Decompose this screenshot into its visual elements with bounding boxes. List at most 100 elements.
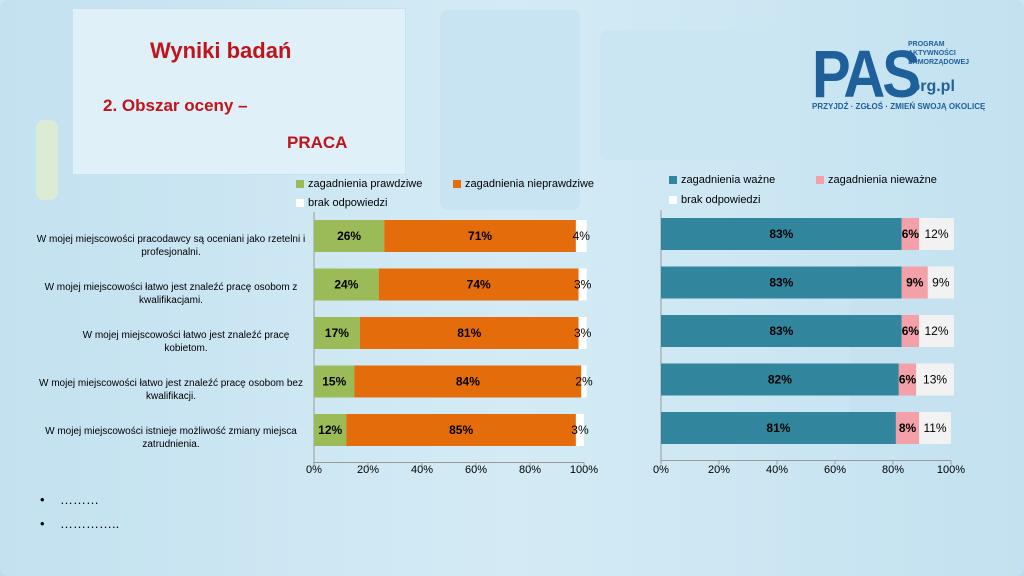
- bar-segment: [314, 414, 347, 446]
- bar-segment: [895, 412, 920, 444]
- bar-segment: [575, 414, 584, 446]
- data-label: 3%: [571, 423, 589, 437]
- data-label: 8%: [899, 421, 917, 435]
- data-label: 4%: [573, 229, 591, 243]
- bar-segment: [919, 412, 951, 444]
- legend-swatch: [669, 196, 677, 204]
- bar-segment: [314, 220, 385, 252]
- data-label: 2%: [575, 375, 593, 389]
- legend-swatch: [453, 180, 461, 188]
- bar-segment: [384, 220, 576, 252]
- background-shape: [36, 120, 58, 200]
- legend-swatch: [669, 176, 677, 184]
- legend-swatch: [296, 199, 304, 207]
- bar-segment: [354, 365, 582, 398]
- bar-segment: [661, 218, 902, 250]
- data-label: 81%: [766, 421, 790, 435]
- slide-subtitle: 2. Obszar oceny –: [103, 96, 248, 115]
- x-tick-label: 0%: [653, 464, 669, 476]
- category-label: W mojej miejscowości łatwo jest znaleźć …: [39, 378, 303, 402]
- x-tick-label: 40%: [410, 464, 434, 476]
- data-label: 83%: [769, 324, 793, 338]
- bar-segment: [314, 268, 379, 301]
- bar-segment: [346, 414, 576, 446]
- logo-side-text: PROGRAM AKTYWNOŚCI SAMORZĄDOWEJ: [908, 41, 970, 66]
- data-label: 71%: [468, 229, 492, 243]
- bullet-list: •……… •…………..: [40, 488, 119, 536]
- data-label: 82%: [768, 373, 792, 387]
- bullet-item: •………: [40, 492, 99, 507]
- x-tick-label: 60%: [823, 464, 847, 476]
- bar-segment: [359, 317, 579, 349]
- x-tick-label: 0%: [306, 464, 322, 476]
- bar-segment: [927, 266, 954, 299]
- data-label: 24%: [334, 278, 358, 292]
- title-box: [72, 8, 406, 175]
- bar-segment: [919, 315, 954, 347]
- legend-item: brak odpowiedzi: [669, 194, 761, 206]
- legend-item: zagadnienia prawdziwe: [296, 178, 422, 190]
- bar-segment: [661, 266, 902, 299]
- data-label: 3%: [574, 326, 592, 340]
- slide-subtitle-area: PRACA: [287, 133, 348, 152]
- category-label: W mojej miejscowości łatwo jest znaleźć …: [44, 282, 298, 306]
- bar-segment: [314, 317, 360, 349]
- category-label: W mojej miejscowości łatwo jest znaleźć …: [82, 330, 290, 354]
- x-tick-label: 80%: [518, 464, 542, 476]
- data-label: 15%: [322, 375, 346, 389]
- bar-segment: [898, 363, 917, 396]
- data-label: 74%: [467, 278, 491, 292]
- x-tick-label: 60%: [464, 464, 488, 476]
- category-label: W mojej miejscowości pracodawcy są oceni…: [36, 234, 306, 258]
- data-label: 83%: [769, 227, 793, 241]
- bar-segment: [901, 315, 920, 347]
- x-tick-label: 80%: [881, 464, 905, 476]
- bar-segment: [901, 218, 920, 250]
- bar-segment: [314, 365, 355, 398]
- data-label: 83%: [769, 276, 793, 290]
- data-label: 81%: [457, 326, 481, 340]
- pas-logo: PAS PROGRAM AKTYWNOŚCI SAMORZĄDOWEJ .org…: [812, 37, 985, 118]
- slide-title: Wyniki badań: [150, 38, 292, 63]
- bar-segment: [661, 315, 902, 347]
- bullet-item: •…………..: [40, 516, 120, 531]
- data-label: 3%: [574, 278, 592, 292]
- data-label: 85%: [449, 423, 473, 437]
- data-label: 9%: [906, 276, 924, 290]
- bar-segment: [901, 266, 928, 299]
- data-label: 12%: [924, 324, 948, 338]
- bar-segment: [581, 365, 587, 398]
- legend-swatch: [296, 180, 304, 188]
- legend-item: zagadnienia nieprawdziwe: [453, 178, 594, 190]
- logo-domain: .org.pl: [906, 78, 955, 95]
- legend-item: zagadnienia nieważne: [816, 174, 937, 186]
- x-tick-label: 100%: [936, 464, 966, 476]
- background-shape: [600, 30, 800, 160]
- logo-slogan: PRZYJDŹ · ZGŁOŚ · ZMIEŃ SWOJĄ OKOLICĘ: [812, 102, 986, 111]
- legend-item: zagadnienia ważne: [669, 174, 775, 186]
- bar-segment: [916, 363, 954, 396]
- bar-segment: [378, 268, 579, 301]
- data-label: 26%: [337, 229, 361, 243]
- data-label: 12%: [318, 423, 342, 437]
- data-label: 12%: [924, 227, 948, 241]
- bar-segment: [919, 218, 954, 250]
- x-tick-label: 20%: [707, 464, 731, 476]
- data-label: 6%: [902, 324, 920, 338]
- x-tick-label: 40%: [765, 464, 789, 476]
- data-label: 17%: [325, 326, 349, 340]
- bar-segment: [578, 268, 587, 301]
- data-label: 13%: [923, 373, 947, 387]
- data-label: 6%: [902, 227, 920, 241]
- category-label: W mojej miejscowości istnieje możliwość …: [45, 426, 297, 450]
- data-label: 84%: [456, 375, 480, 389]
- data-label: 11%: [923, 421, 946, 435]
- logo-text: PAS: [812, 37, 921, 112]
- background-shape: [440, 10, 580, 210]
- bar-segment: [661, 363, 899, 396]
- x-tick-label: 100%: [569, 464, 599, 476]
- legend-item: brak odpowiedzi: [296, 197, 388, 209]
- data-label: 6%: [899, 373, 917, 387]
- legend-swatch: [816, 176, 824, 184]
